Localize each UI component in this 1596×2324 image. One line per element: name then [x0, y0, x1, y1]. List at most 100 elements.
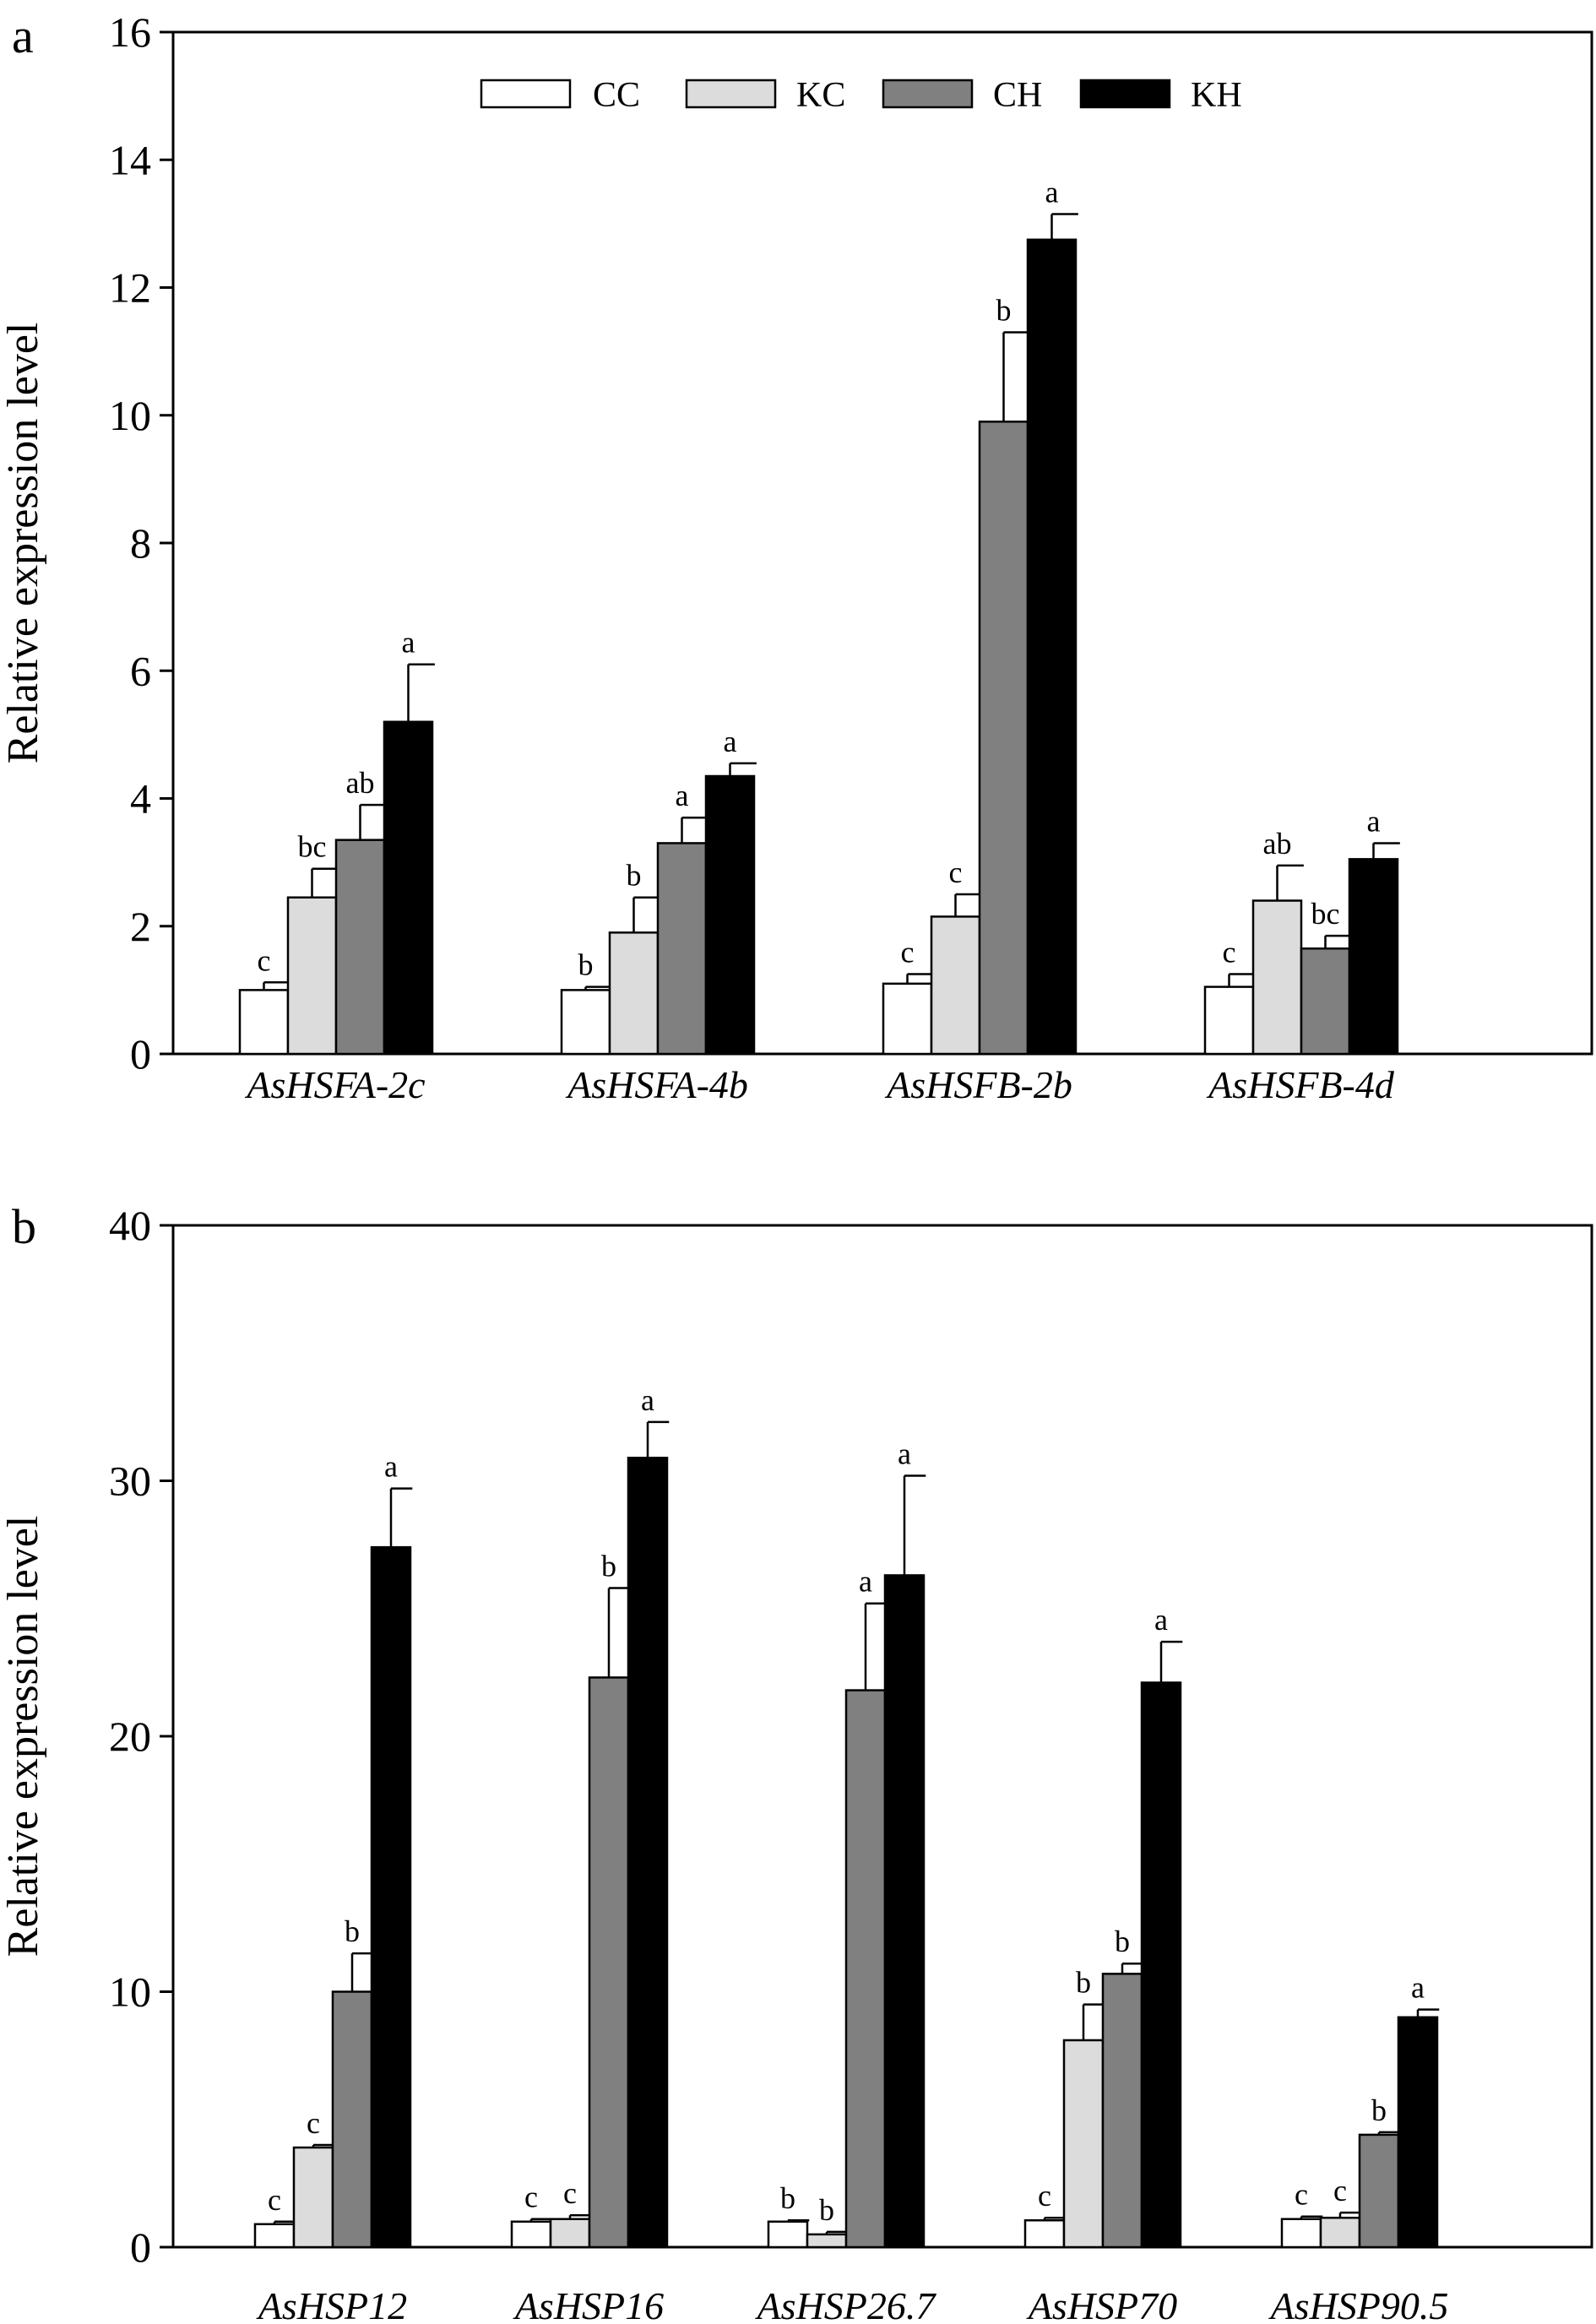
panel-b-bar-kc	[806, 2233, 848, 2249]
legend-item-ch: CH	[882, 76, 1042, 115]
panel-a-significance-label: bc	[298, 830, 327, 864]
legend-label-kc: KC	[796, 76, 845, 115]
panel-b-bar-ch	[1358, 2133, 1400, 2249]
panel-b-significance-label: b	[601, 1550, 616, 1583]
panel-b-y-tick-label: 10	[109, 1968, 151, 2016]
panel-a-y-tick-label: 4	[130, 775, 151, 823]
panel-b-significance-label: a	[384, 1450, 398, 1484]
panel-a-significance-label: c	[1223, 935, 1236, 969]
panel-a-bar-ch	[334, 839, 386, 1056]
panel-a-significance-label: b	[578, 948, 594, 982]
panel-b-bar-ch	[331, 1990, 373, 2249]
panel-b-significance-label: b	[780, 2181, 795, 2215]
legend-swatch-kc	[685, 79, 777, 109]
panel-a-bar-kh	[1348, 858, 1399, 1056]
panel-a-chart: a Relative expression level CC KC CH KH …	[0, 8, 1593, 1106]
panel-b-bar-kh	[1397, 2016, 1439, 2249]
panel-b-bar-kh	[627, 1457, 669, 2249]
legend-swatch-ch	[882, 79, 974, 109]
panel-b-bar-ch	[1101, 1973, 1143, 2249]
panel-b-chart: b Relative expression level 010203040ccb…	[0, 1199, 1593, 2324]
legend-swatch-kh	[1079, 79, 1171, 109]
panel-b-y-axis-title: Relative expression level	[0, 1516, 47, 1957]
panel-a-significance-label: c	[901, 935, 915, 969]
legend-label-ch: CH	[993, 76, 1042, 115]
panel-b-category-label: AsHSP12	[256, 2284, 407, 2324]
panel-a-y-tick-label: 12	[109, 264, 151, 312]
panel-b-significance-label: b	[1076, 1966, 1091, 2000]
panel-b-bar-kh	[1140, 1681, 1182, 2249]
panel-b-bar-kc	[292, 2146, 334, 2249]
panel-a-bar-ch	[1300, 947, 1351, 1056]
panel-b-category-label: AsHSP90.5	[1268, 2284, 1449, 2324]
panel-b-significance-label: c	[524, 2180, 538, 2214]
panel-b-bar-kc	[549, 2218, 591, 2249]
panel-a-significance-label: a	[1367, 804, 1381, 838]
panel-b-bar-kh	[370, 1545, 412, 2249]
panel-b-significance-label: b	[1115, 1925, 1130, 1958]
panel-b-bar-cc	[253, 2223, 296, 2249]
panel-a-y-tick-label: 0	[130, 1030, 151, 1078]
panel-b-significance-label: b	[1371, 2093, 1387, 2127]
panel-b-category-label: AsHSP70	[1026, 2284, 1177, 2324]
panel-a-significance-label: a	[724, 725, 737, 758]
panel-a-bar-cc	[1203, 986, 1255, 1056]
panel-a-significance-label: c	[258, 943, 271, 977]
panel-a-y-tick-label: 16	[109, 8, 151, 56]
panel-b-bar-cc	[767, 2220, 809, 2249]
panel-b-significance-label: c	[1333, 2174, 1347, 2207]
panel-b-label: b	[12, 1199, 36, 1254]
panel-a-bar-kc	[930, 915, 981, 1056]
panel-b-y-tick-label: 30	[109, 1458, 151, 1505]
legend-item-cc: CC	[480, 76, 640, 115]
panel-b-significance-label: a	[898, 1436, 911, 1470]
panel-b-category-label: AsHSP16	[513, 2284, 664, 2324]
panel-a-category-label: AsHSFB-4d	[1206, 1063, 1395, 1106]
panel-a-significance-label: ab	[346, 766, 375, 800]
panel-a-bar-ch	[656, 842, 708, 1056]
panel-a-significance-label: a	[1045, 176, 1059, 209]
panel-a-category-label: AsHSFB-2b	[884, 1063, 1072, 1106]
panel-b-bar-cc	[510, 2220, 552, 2249]
panel-b-significance-label: c	[563, 2176, 577, 2210]
panel-a-significance-label: a	[402, 626, 415, 660]
panel-b-significance-label: b	[819, 2193, 834, 2227]
panel-b-significance-label: b	[345, 1914, 360, 1948]
panel-a-y-axis-title: Relative expression level	[0, 323, 47, 764]
panel-a-significance-label: b	[996, 293, 1012, 327]
panel-a-y-tick-label: 6	[130, 647, 151, 694]
panel-a-category-label: AsHSFA-4b	[565, 1063, 748, 1106]
legend-item-kh: KH	[1079, 76, 1242, 115]
panel-b-y-tick-label: 40	[109, 1202, 151, 1249]
panel-a-significance-label: bc	[1311, 897, 1340, 931]
panel-b-significance-label: c	[307, 2106, 320, 2140]
panel-a-y-tick-label: 8	[130, 519, 151, 567]
panel-a-y-tick-label: 14	[109, 136, 151, 183]
panel-a-significance-label: c	[949, 855, 963, 889]
panel-a-significance-label: ab	[1263, 827, 1292, 861]
panel-a-significance-label: b	[627, 859, 642, 893]
panel-a-bar-ch	[978, 421, 1029, 1056]
panel-b-significance-label: c	[1038, 2179, 1051, 2213]
panel-b-category-label: AsHSP26.7	[755, 2284, 937, 2324]
panel-b-bar-kc	[1319, 2216, 1361, 2249]
panel-b-significance-label: a	[1154, 1603, 1168, 1637]
panel-a-y-tick-label: 2	[130, 903, 151, 950]
panel-b-significance-label: a	[859, 1565, 872, 1599]
panel-b-bar-kc	[1062, 2039, 1105, 2249]
legend-label-kh: KH	[1191, 76, 1242, 115]
panel-a-bar-kc	[1251, 899, 1303, 1056]
panel-b-bar-kh	[883, 1574, 926, 2249]
panel-b-y-tick-label: 0	[130, 2224, 151, 2271]
panel-a-bar-kh	[383, 720, 434, 1056]
legend-label-cc: CC	[593, 76, 640, 115]
panel-a-bar-kh	[704, 774, 756, 1056]
panel-a-bar-cc	[560, 989, 611, 1056]
panel-a-significance-label: a	[676, 779, 689, 812]
panel-a-category-label: AsHSFA-2c	[244, 1063, 425, 1106]
panel-b-significance-label: a	[641, 1383, 654, 1417]
legend-item-kc: KC	[685, 76, 845, 115]
panel-b-bar-ch	[588, 1676, 630, 2249]
panel-a-bar-cc	[238, 989, 290, 1056]
